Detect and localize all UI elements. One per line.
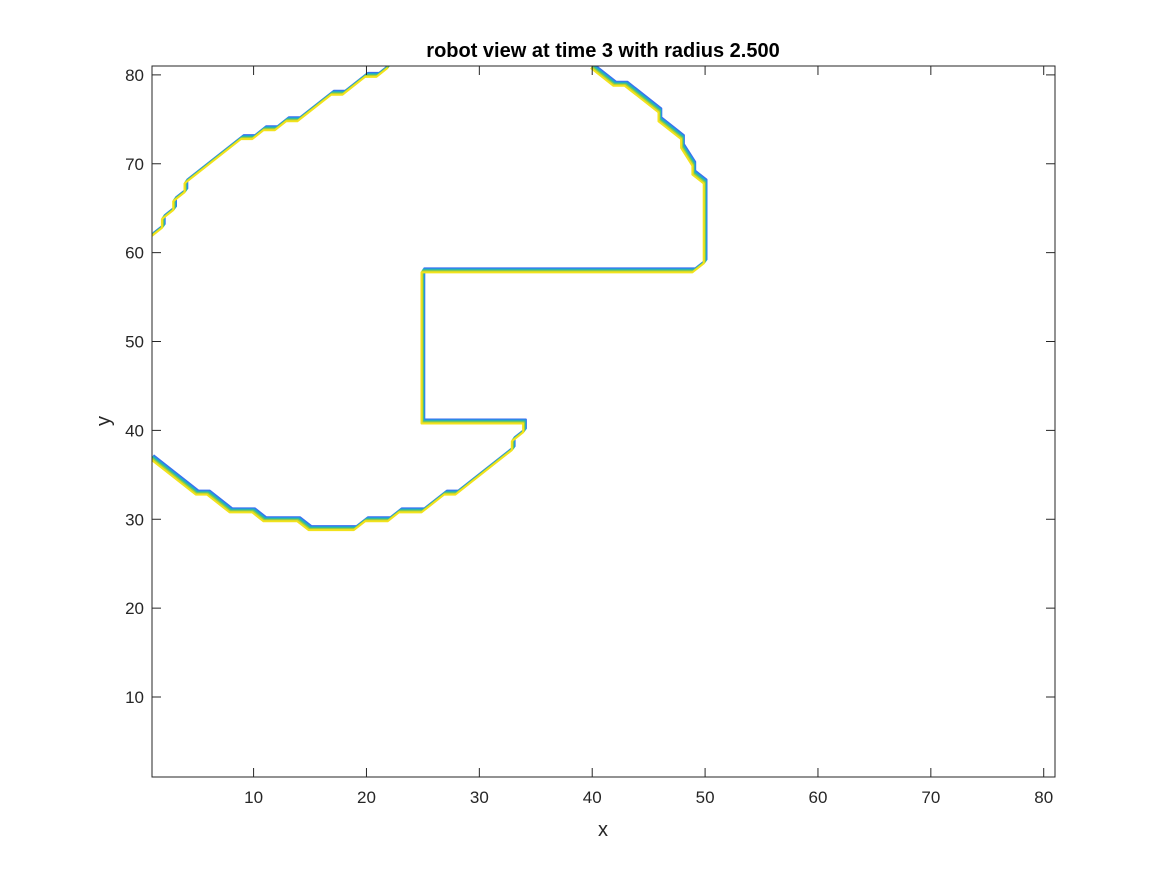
contour-line-right-and-notch (152, 67, 705, 532)
y-axis-label: y (93, 416, 115, 426)
y-tick-label: 20 (125, 599, 144, 618)
x-tick-label: 80 (1034, 788, 1053, 807)
y-tick-label: 10 (125, 688, 144, 707)
y-tick-label: 30 (125, 510, 144, 529)
y-tick-label: 60 (125, 244, 144, 263)
x-tick-label: 30 (470, 788, 489, 807)
contour-line-upper (152, 67, 389, 238)
x-tick-label: 60 (809, 788, 828, 807)
x-tick-label: 40 (583, 788, 602, 807)
plot-area (152, 66, 1055, 777)
axes-box (151, 65, 1056, 778)
y-tick-label: 80 (125, 66, 144, 85)
x-tick-label: 50 (696, 788, 715, 807)
x-tick-label: 20 (357, 788, 376, 807)
x-axis-label: x (598, 819, 608, 841)
chart-title: robot view at time 3 with radius 2.500 (426, 40, 779, 62)
contour-clip-group (152, 66, 708, 532)
y-tick-label: 70 (125, 155, 144, 174)
x-tick-label: 70 (921, 788, 940, 807)
y-tick-label: 40 (125, 421, 144, 440)
x-tick-label: 10 (244, 788, 263, 807)
axis-ticks: 10 20 30 40 50 60 70 80 10 20 30 40 50 60 70 80 (125, 66, 1055, 807)
contour-lines (152, 66, 708, 532)
y-tick-label: 50 (125, 333, 144, 352)
